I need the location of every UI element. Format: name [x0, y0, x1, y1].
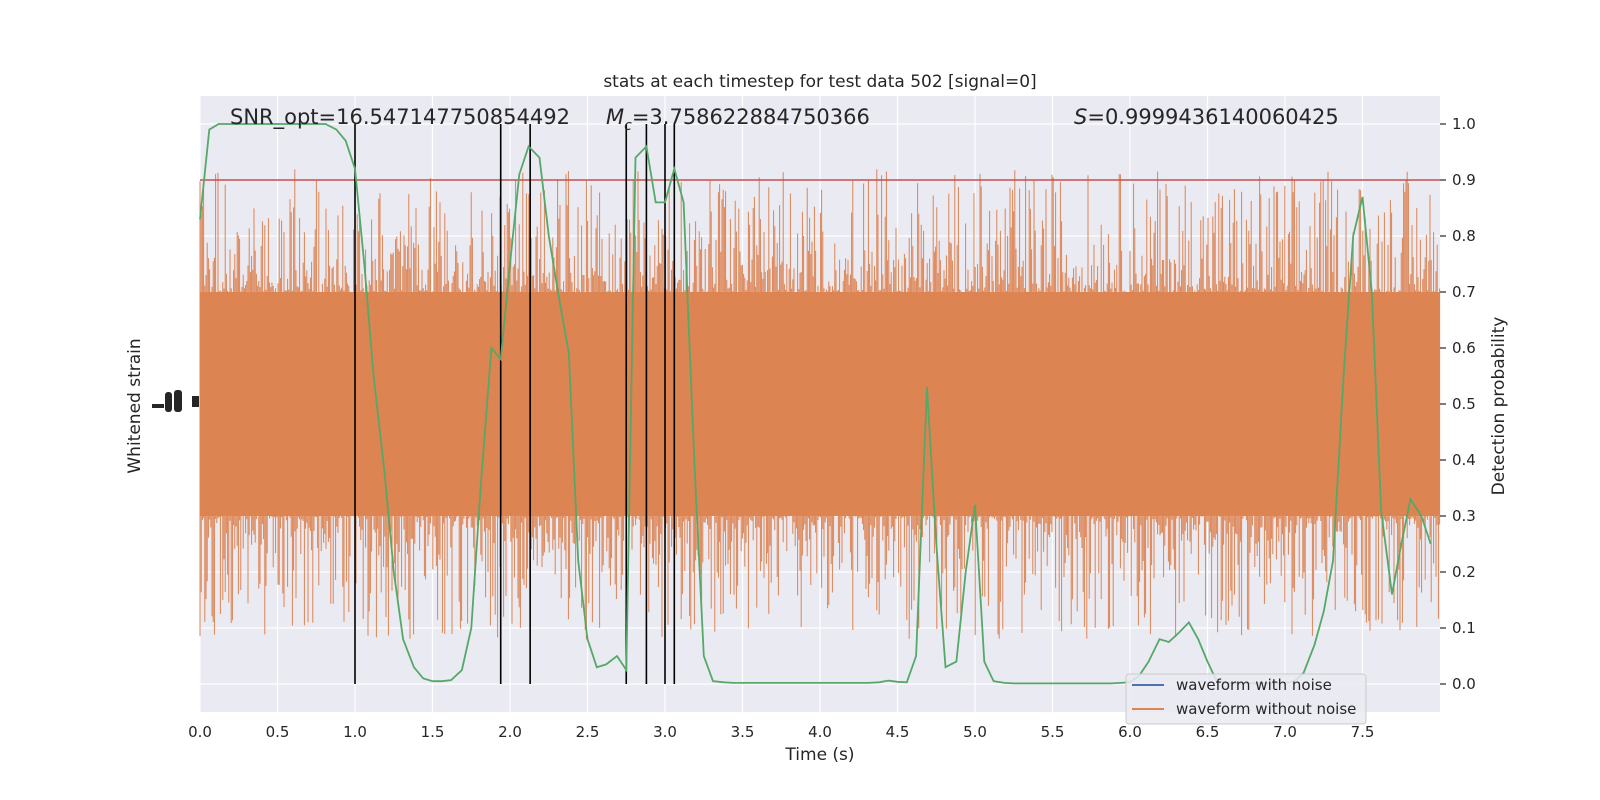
- stat-s-value: =0.9999436140060425: [1087, 105, 1338, 129]
- x-tick-label: 7.0: [1273, 723, 1297, 741]
- y-tick-label: 0.5: [1452, 395, 1476, 413]
- y-tick-label: 1.0: [1452, 115, 1476, 133]
- y-tick-label: 0.3: [1452, 507, 1476, 525]
- x-tick-label: 6.0: [1118, 723, 1142, 741]
- legend-box: [1125, 673, 1367, 725]
- y-tick-label: 0.9: [1452, 171, 1476, 189]
- x-tick-label: 4.5: [886, 723, 910, 741]
- y-tick-label: 0.1: [1452, 619, 1476, 637]
- detection-markers: [354, 124, 676, 684]
- x-tick-label: 5.0: [963, 723, 987, 741]
- chirp-mass-value: =3.758622884750366: [632, 105, 870, 129]
- x-tick-label: 4.0: [808, 723, 832, 741]
- left-axis-tick-glyph: [152, 404, 164, 408]
- y-axis-right-ticks: 0.0 0.1 0.2 0.3 0.4 0.5 0.6 0.7 0.8 0.9 1.0: [1440, 115, 1476, 693]
- waveform-without-noise-trace: [199, 169, 1441, 640]
- x-tick-label: 0.5: [266, 723, 290, 741]
- y-tick-label: 0.2: [1452, 563, 1476, 581]
- x-axis-ticks: 0.0 0.5 1.0 1.5 2.0 2.5 3.0 3.5 4.0 4.5 5.0 5.5 6.0 6…: [188, 723, 1374, 741]
- x-tick-label: 7.5: [1351, 723, 1375, 741]
- legend-label-without-noise: waveform without noise: [1176, 700, 1356, 718]
- y-axis-right-label: Detection probability: [1489, 317, 1509, 496]
- stat-s-symbol: S: [1074, 105, 1087, 129]
- y-axis-left-label: Whitened strain: [125, 338, 145, 473]
- legend-label-with-noise: waveform with noise: [1176, 676, 1332, 694]
- x-tick-label: 0.0: [188, 723, 212, 741]
- x-tick-label: 2.5: [576, 723, 600, 741]
- y-tick-label: 0.0: [1452, 675, 1476, 693]
- left-axis-squashed-ticks: [152, 390, 199, 412]
- chirp-mass-subscript: c: [624, 118, 632, 134]
- chirp-mass-annotation: Mc=3.758622884750366: [606, 105, 870, 134]
- y-tick-label: 0.4: [1452, 451, 1476, 469]
- left-axis-tick-glyph: [174, 390, 182, 412]
- stat-s-annotation: S=0.9999436140060425: [1074, 105, 1339, 129]
- x-tick-label: 2.0: [498, 723, 522, 741]
- y-tick-label: 0.6: [1452, 339, 1476, 357]
- x-tick-label: 5.5: [1041, 723, 1065, 741]
- x-tick-label: 3.0: [653, 723, 677, 741]
- chirp-mass-symbol: M: [606, 105, 624, 129]
- snr-annotation: SNR_opt=16.547147750854492: [230, 105, 570, 130]
- x-tick-label: 3.5: [731, 723, 755, 741]
- y-tick-label: 0.7: [1452, 283, 1476, 301]
- left-axis-tick-glyph: [165, 392, 172, 412]
- x-tick-label: 1.0: [343, 723, 367, 741]
- chart-title: stats at each timestep for test data 502…: [603, 72, 1036, 92]
- legend: waveform with noise waveform without noi…: [1125, 673, 1367, 725]
- y-tick-label: 0.8: [1452, 227, 1476, 245]
- x-tick-label: 1.5: [421, 723, 445, 741]
- x-axis-label: Time (s): [784, 745, 854, 765]
- left-axis-tick-glyph: [192, 396, 199, 407]
- x-tick-label: 6.5: [1196, 723, 1220, 741]
